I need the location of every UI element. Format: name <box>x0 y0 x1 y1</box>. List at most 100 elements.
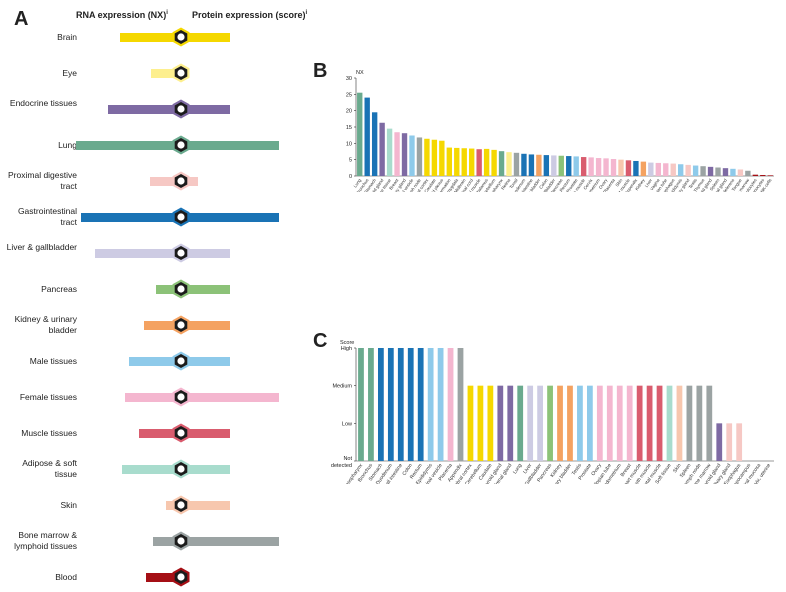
data-bar[interactable] <box>726 423 733 461</box>
protein-expression-bar[interactable] <box>181 320 230 330</box>
protein-expression-bar[interactable] <box>181 536 279 546</box>
data-bar[interactable] <box>437 348 444 461</box>
protein-expression-bar[interactable] <box>181 356 230 366</box>
data-bar[interactable] <box>469 148 475 176</box>
data-bar[interactable] <box>407 348 414 461</box>
protein-expression-bar[interactable] <box>181 464 230 474</box>
data-bar[interactable] <box>752 174 759 176</box>
data-bar[interactable] <box>446 147 452 176</box>
data-bar[interactable] <box>692 165 699 176</box>
protein-expression-bar[interactable] <box>181 428 230 438</box>
data-bar[interactable] <box>483 148 490 176</box>
rna-expression-bar[interactable] <box>122 464 181 474</box>
protein-expression-bar[interactable] <box>181 392 279 402</box>
rna-expression-bar[interactable] <box>107 104 181 114</box>
data-bar[interactable] <box>566 156 572 176</box>
data-bar[interactable] <box>558 155 564 176</box>
data-bar[interactable] <box>547 385 553 461</box>
rna-expression-bar[interactable] <box>152 536 181 546</box>
data-bar[interactable] <box>497 385 504 461</box>
data-bar[interactable] <box>640 161 647 176</box>
rna-expression-bar[interactable] <box>94 248 181 258</box>
data-bar[interactable] <box>461 148 467 176</box>
data-bar[interactable] <box>379 122 385 176</box>
data-bar[interactable] <box>745 170 751 176</box>
protein-expression-bar[interactable] <box>181 212 279 222</box>
data-bar[interactable] <box>696 385 703 461</box>
data-bar[interactable] <box>736 423 743 461</box>
data-bar[interactable] <box>431 139 438 176</box>
data-bar[interactable] <box>646 385 653 461</box>
data-bar[interactable] <box>477 385 484 461</box>
data-bar[interactable] <box>618 159 624 176</box>
rna-expression-bar[interactable] <box>81 212 181 222</box>
data-bar[interactable] <box>447 348 454 461</box>
data-bar[interactable] <box>666 385 673 461</box>
rna-expression-bar[interactable] <box>155 284 181 294</box>
data-bar[interactable] <box>737 169 744 176</box>
data-bar[interactable] <box>487 385 494 461</box>
data-bar[interactable] <box>358 348 364 461</box>
rna-expression-bar[interactable] <box>139 428 181 438</box>
data-bar[interactable] <box>580 157 587 176</box>
data-bar[interactable] <box>517 385 524 461</box>
data-bar[interactable] <box>537 385 544 461</box>
data-bar[interactable] <box>454 147 460 176</box>
protein-expression-bar[interactable] <box>181 104 230 114</box>
protein-expression-bar[interactable] <box>181 500 230 510</box>
data-bar[interactable] <box>528 154 535 176</box>
data-bar[interactable] <box>394 132 400 176</box>
data-bar[interactable] <box>656 385 663 461</box>
data-bar[interactable] <box>648 162 654 176</box>
data-bar[interactable] <box>368 348 374 461</box>
data-bar[interactable] <box>616 385 623 461</box>
data-bar[interactable] <box>377 348 384 461</box>
data-bar[interactable] <box>706 385 713 461</box>
protein-expression-bar[interactable] <box>181 284 230 294</box>
data-bar[interactable] <box>676 385 683 461</box>
data-bar[interactable] <box>543 155 550 176</box>
data-bar[interactable] <box>551 155 557 176</box>
data-bar[interactable] <box>397 348 404 461</box>
data-bar[interactable] <box>595 158 602 176</box>
data-bar[interactable] <box>506 152 512 176</box>
data-bar[interactable] <box>513 152 520 176</box>
data-bar[interactable] <box>401 133 408 176</box>
rna-expression-bar[interactable] <box>120 32 181 42</box>
data-bar[interactable] <box>586 385 593 461</box>
data-bar[interactable] <box>707 166 714 176</box>
data-bar[interactable] <box>371 112 378 176</box>
data-bar[interactable] <box>716 423 723 461</box>
rna-expression-bar[interactable] <box>150 68 181 78</box>
data-bar[interactable] <box>557 385 563 461</box>
data-bar[interactable] <box>427 348 434 461</box>
protein-expression-bar[interactable] <box>181 248 230 258</box>
data-bar[interactable] <box>588 157 594 176</box>
data-bar[interactable] <box>686 385 693 461</box>
data-bar[interactable] <box>476 149 482 176</box>
data-bar[interactable] <box>603 158 609 176</box>
data-bar[interactable] <box>357 92 363 176</box>
protein-expression-bar[interactable] <box>181 140 279 150</box>
data-bar[interactable] <box>636 385 643 461</box>
data-bar[interactable] <box>685 164 691 176</box>
data-bar[interactable] <box>670 163 676 176</box>
data-bar[interactable] <box>498 151 505 176</box>
data-bar[interactable] <box>439 140 445 176</box>
protein-info-icon[interactable]: i <box>305 10 308 16</box>
rna-info-icon[interactable]: i <box>166 10 168 16</box>
data-bar[interactable] <box>767 175 773 176</box>
rna-expression-bar[interactable] <box>144 320 181 330</box>
data-bar[interactable] <box>507 385 514 461</box>
data-bar[interactable] <box>417 348 424 461</box>
data-bar[interactable] <box>467 385 474 461</box>
data-bar[interactable] <box>596 385 603 461</box>
data-bar[interactable] <box>424 138 430 176</box>
data-bar[interactable] <box>722 168 729 176</box>
data-bar[interactable] <box>715 167 721 176</box>
data-bar[interactable] <box>760 175 766 176</box>
data-bar[interactable] <box>626 385 633 461</box>
data-bar[interactable] <box>387 348 394 461</box>
data-bar[interactable] <box>655 162 661 176</box>
rna-expression-bar[interactable] <box>149 176 181 186</box>
